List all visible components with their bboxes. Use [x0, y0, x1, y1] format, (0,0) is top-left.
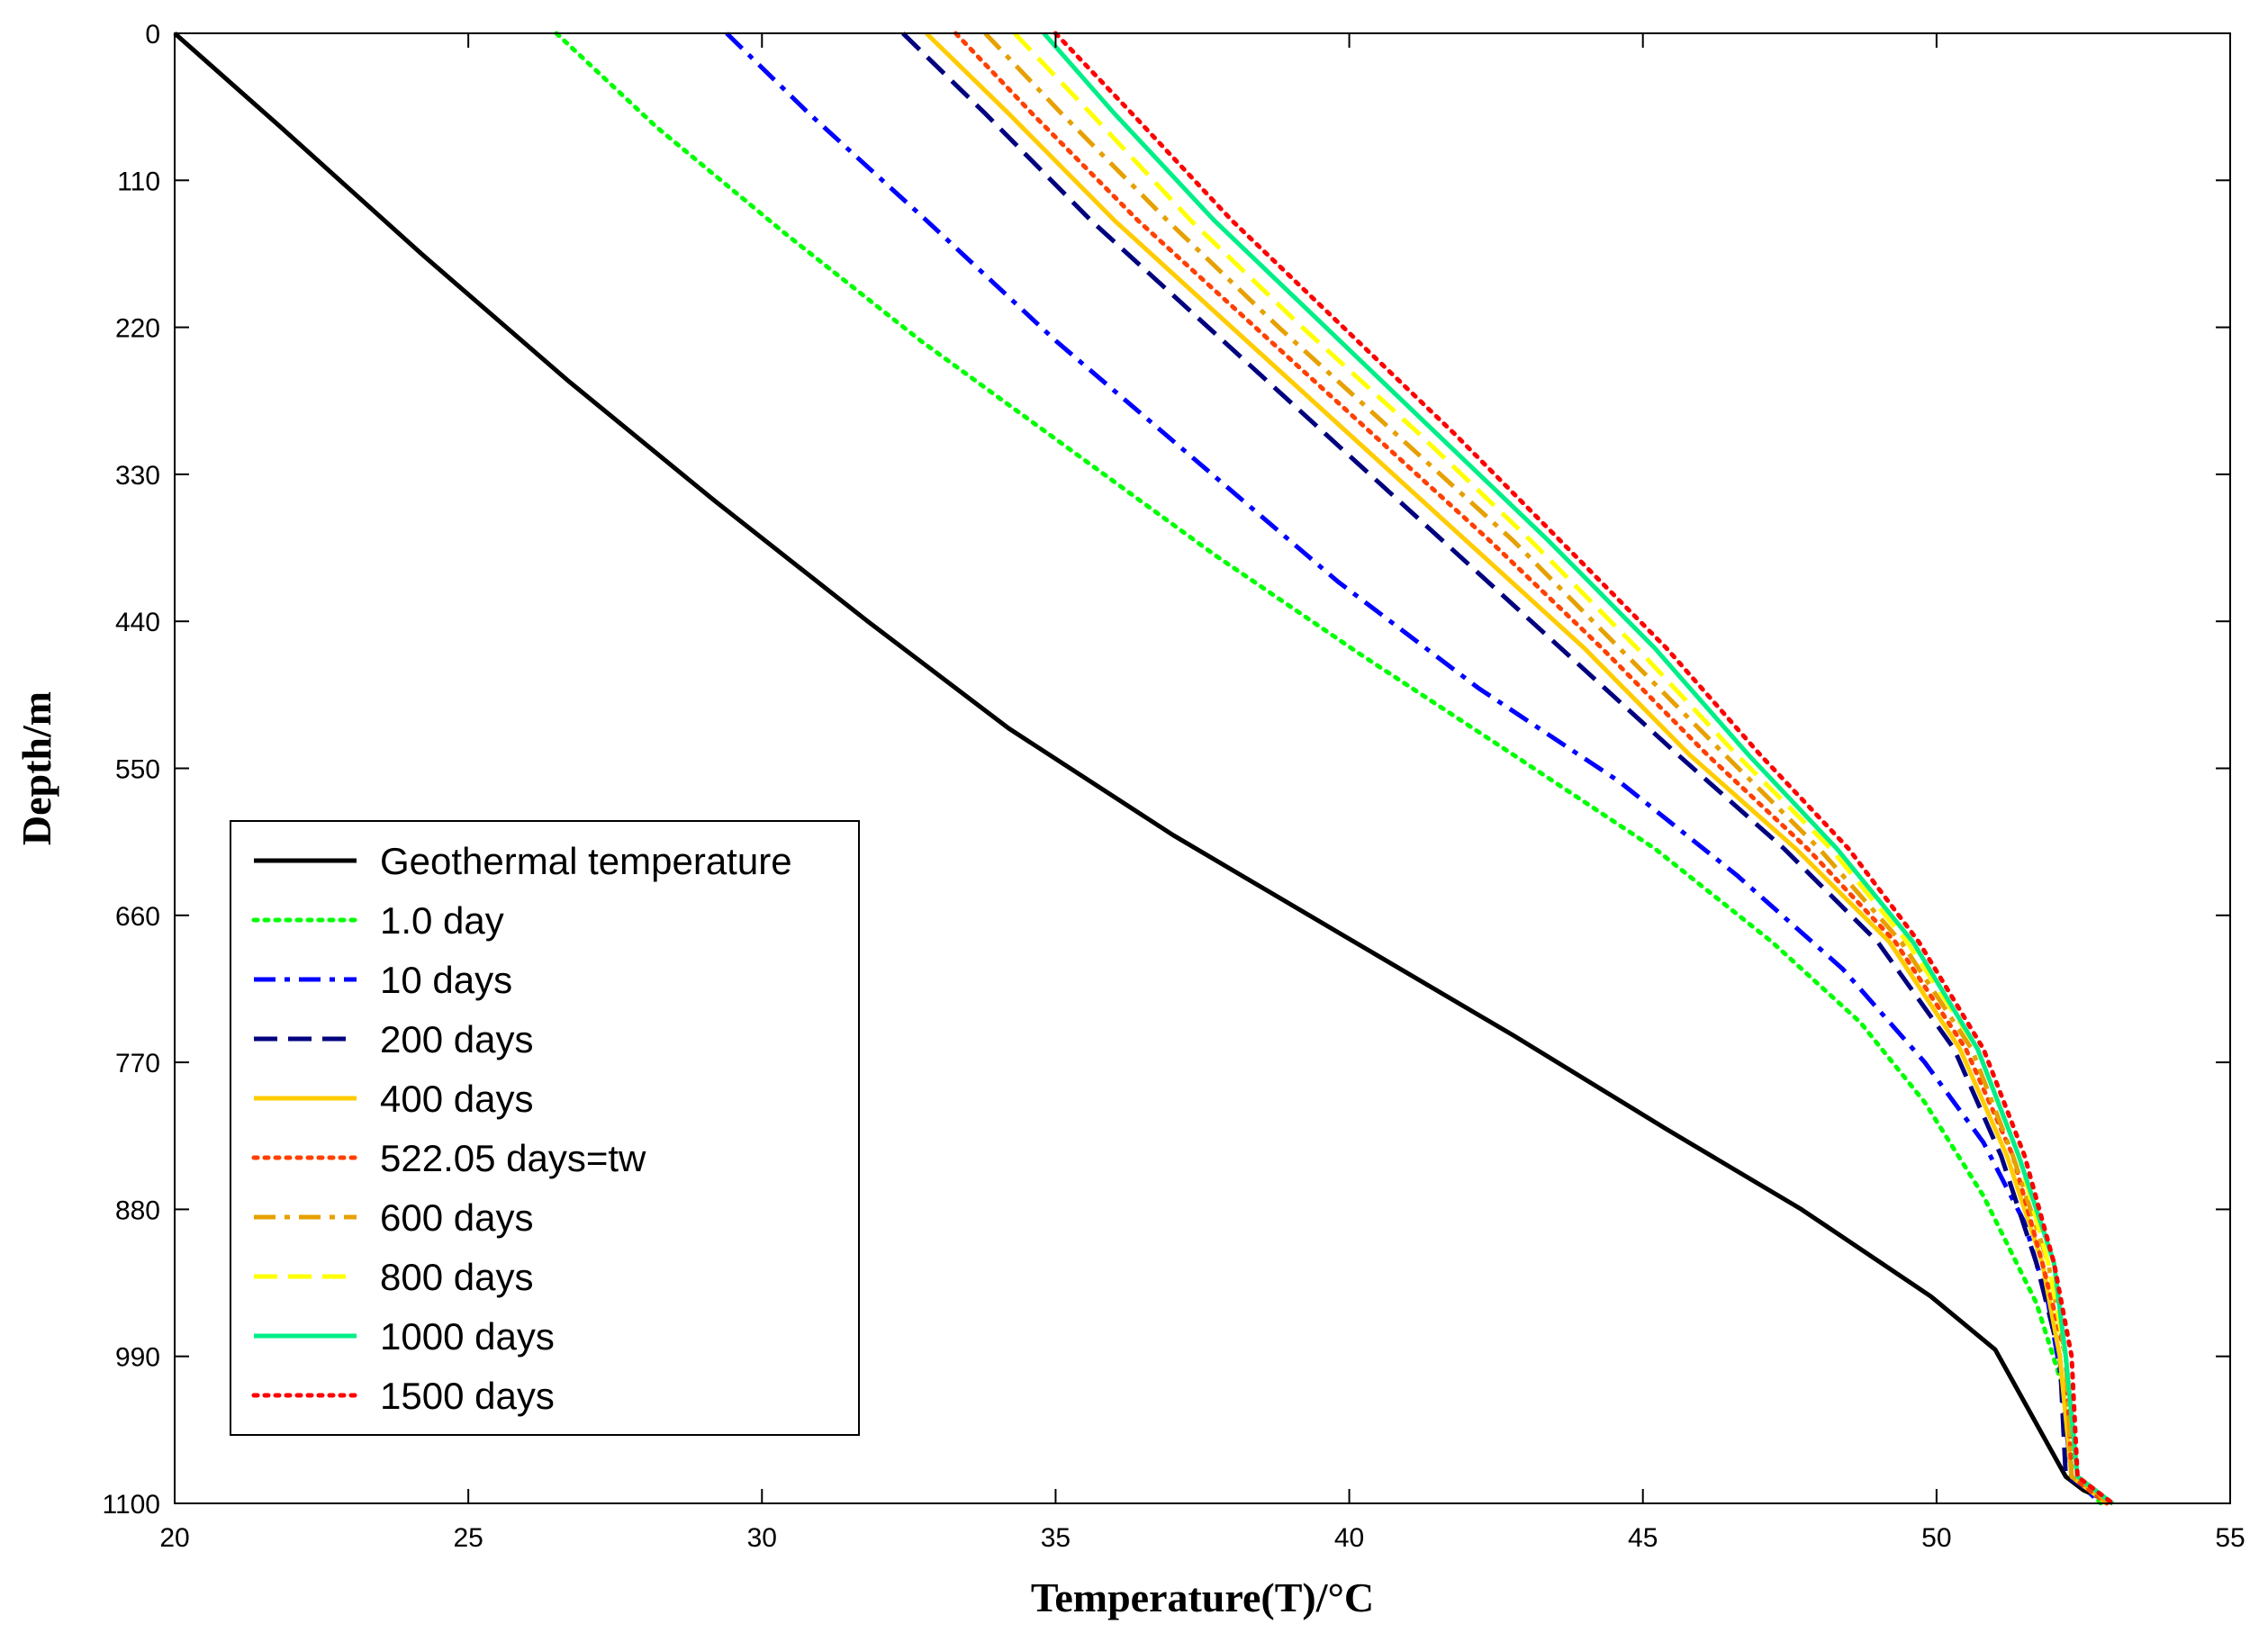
x-tick-label: 20: [159, 1523, 189, 1553]
ticks-layer: 20 25 30 35 40 45 50 55011022033044055066077088…: [102, 20, 2245, 1553]
x-tick-label: 40: [1334, 1523, 1364, 1553]
x-axis-title: Temperature(T)/°C: [1031, 1574, 1374, 1620]
y-axis-title: Depth/m: [14, 691, 59, 845]
x-tick-label: 30: [747, 1523, 777, 1553]
legend-label: 600 days: [380, 1196, 533, 1239]
x-tick-label: 35: [1041, 1523, 1071, 1553]
legend-label: 200 days: [380, 1018, 533, 1060]
x-tick-label: 25: [453, 1523, 483, 1553]
series-line-8: [1042, 32, 2115, 1505]
y-tick-label: 110: [117, 167, 160, 196]
y-tick-label: 550: [115, 755, 160, 785]
series-line-0: [173, 32, 2114, 1506]
legend-label: 1000 days: [380, 1315, 555, 1358]
y-tick-label: 220: [115, 314, 160, 344]
x-tick-label: 45: [1628, 1523, 1658, 1553]
legend-label: Geothermal temperature: [380, 840, 792, 882]
series-line-4: [925, 32, 2109, 1505]
x-tick-label: 55: [2215, 1523, 2245, 1553]
y-tick-label: 770: [115, 1049, 160, 1078]
series-layer: [173, 31, 2115, 1506]
series-line-6: [983, 32, 2109, 1505]
legend-label: 10 days: [380, 959, 512, 1001]
series-line-9: [1053, 31, 2115, 1506]
x-tick-label: 50: [1921, 1523, 1951, 1553]
y-tick-label: 0: [145, 20, 160, 50]
y-tick-label: 330: [115, 461, 160, 491]
legend: Geothermal temperature 1.0 day 10 days 200 …: [230, 820, 860, 1436]
legend-label: 522.05 days=tw: [380, 1137, 646, 1179]
y-tick-label: 660: [115, 902, 160, 932]
y-tick-label: 440: [115, 608, 160, 637]
series-line-5: [953, 31, 2110, 1506]
legend-label: 800 days: [380, 1256, 533, 1298]
legend-label: 1500 days: [380, 1375, 555, 1417]
y-tick-label: 1100: [102, 1490, 160, 1520]
y-tick-label: 990: [115, 1343, 160, 1373]
y-tick-label: 880: [115, 1195, 160, 1225]
series-line-1: [554, 31, 2103, 1506]
legend-box: [230, 820, 860, 1436]
legend-label: 1.0 day: [380, 899, 504, 942]
legend-label: 400 days: [380, 1078, 533, 1120]
